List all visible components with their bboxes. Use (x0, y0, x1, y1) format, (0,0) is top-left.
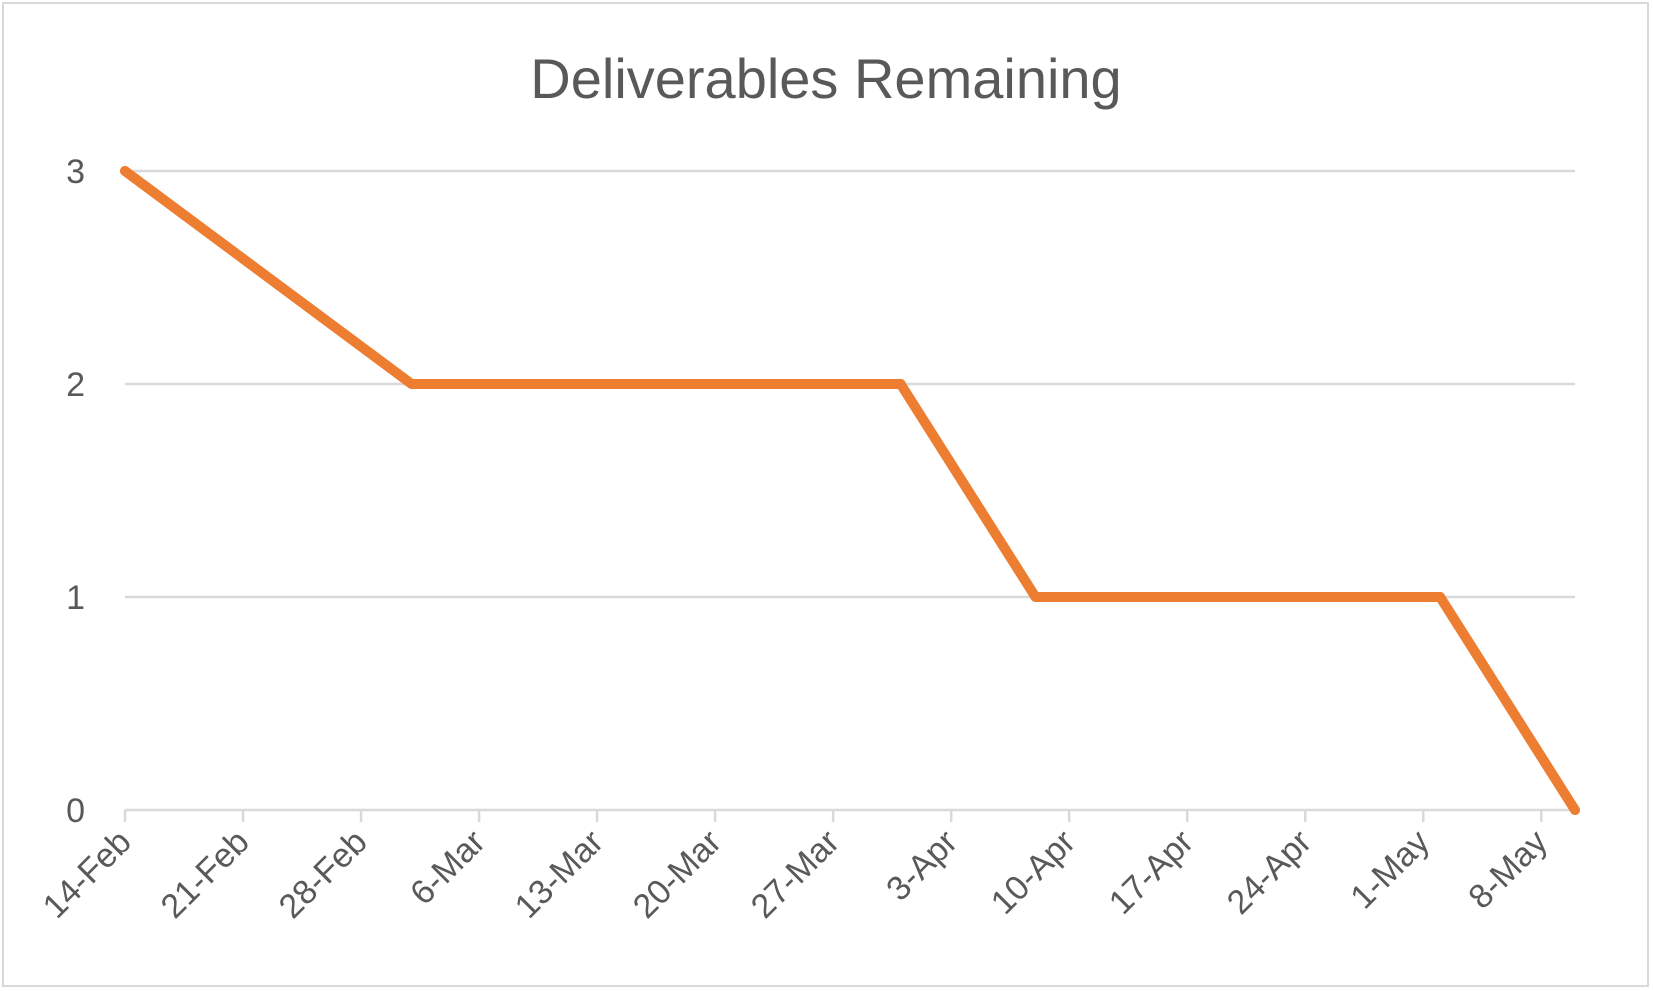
x-tick-label: 27-Mar (744, 823, 847, 926)
x-tick-label: 20-Mar (626, 823, 729, 926)
x-tick-label: 24-Apr (1220, 823, 1319, 922)
y-tick-label: 2 (66, 366, 85, 404)
x-tick-label: 3-Apr (879, 823, 965, 909)
y-tick-label: 1 (66, 579, 85, 617)
x-axis-tick-labels: 14-Feb 21-Feb 28-Feb 6-Mar 13-Mar 20-Mar 27-Ma… (36, 823, 1555, 926)
x-tick-label: 21-Feb (154, 823, 257, 926)
x-tick-label: 1-May (1343, 823, 1437, 917)
data-point (406, 379, 417, 389)
chart-title: Deliverables Remaining (530, 47, 1121, 110)
x-axis (123, 808, 1575, 822)
x-tick-label: 17-Apr (1102, 823, 1201, 922)
data-point (120, 166, 130, 176)
y-tick-label: 3 (66, 153, 85, 191)
series-layer (120, 166, 1580, 815)
data-point (1570, 805, 1580, 815)
y-tick-label: 0 (66, 792, 85, 830)
data-point (1030, 592, 1041, 602)
series-line (120, 166, 1580, 815)
x-tick-label: 14-Feb (36, 823, 139, 926)
x-tick-label: 6-Mar (403, 823, 493, 913)
x-tick-label: 10-Apr (984, 823, 1083, 922)
x-tick-label: 8-May (1461, 823, 1555, 917)
x-tick-label: 13-Mar (508, 823, 611, 926)
data-point (1435, 592, 1446, 602)
data-point (895, 379, 906, 389)
y-axis-tick-labels: 0 1 2 3 (66, 153, 85, 830)
x-tick-label: 28-Feb (272, 823, 375, 926)
